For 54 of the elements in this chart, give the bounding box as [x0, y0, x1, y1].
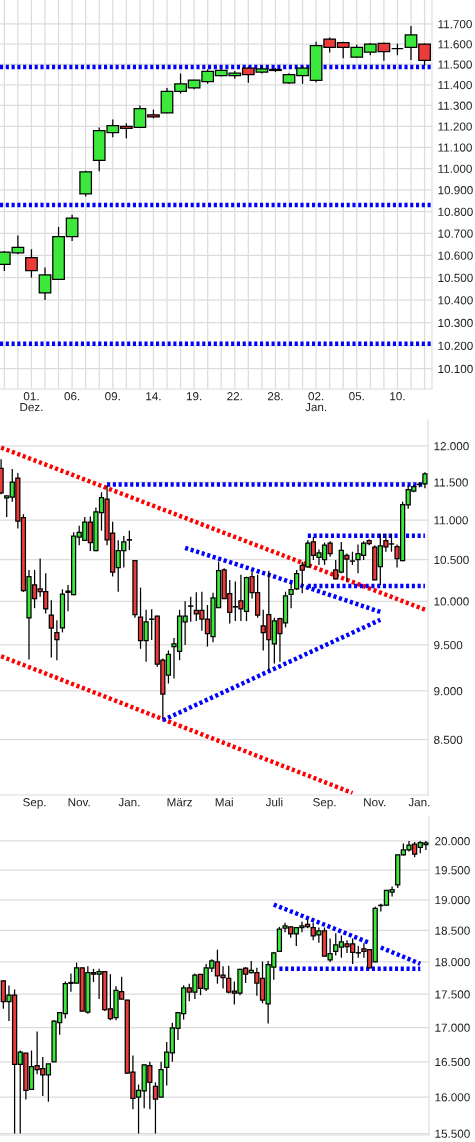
- y-tick-label: 19.000: [435, 895, 470, 905]
- x-tick-label: 02. Jan.: [305, 392, 327, 412]
- y-tick-label: 9.500: [434, 641, 463, 650]
- x-tick-label: Sep.: [313, 798, 336, 809]
- y-tick-label: 10.700: [438, 229, 473, 238]
- y-tick-label: 11.100: [438, 143, 472, 152]
- y-tick-label: 10.100: [438, 364, 473, 374]
- y-tick-label: 20.000: [435, 837, 470, 846]
- y-tick-label: 16.500: [435, 1057, 470, 1067]
- x-tick-label: 05.: [349, 392, 364, 401]
- y-tick-label: 10.300: [438, 318, 473, 328]
- y-tick-label: 16.000: [435, 1093, 470, 1102]
- y-tick-label: 11.700: [438, 20, 472, 29]
- y-tick-label: 10.500: [434, 555, 469, 565]
- y-tick-label: 19.500: [435, 866, 470, 875]
- x-tick-label: März: [167, 798, 192, 807]
- y-tick-label: 10.400: [438, 296, 473, 305]
- x-tick-label: 10.: [390, 392, 405, 401]
- x-tick-label: 01. Dez.: [20, 392, 43, 412]
- y-tick-label: 8.500: [434, 735, 463, 744]
- x-tick-label: 09.: [105, 392, 120, 401]
- y-tick-label: 18.000: [435, 957, 470, 967]
- x-tick-label: 28.: [267, 392, 283, 401]
- y-tick-label: 9.000: [434, 687, 463, 696]
- x-tick-label: 22.: [227, 392, 242, 401]
- x-tick-label: Mai: [215, 797, 233, 807]
- y-tick-label: 11.500: [434, 478, 468, 487]
- y-tick-label: 10.600: [438, 251, 473, 260]
- y-tick-label: 17.000: [435, 1023, 470, 1032]
- y-tick-label: 18.500: [435, 926, 470, 935]
- y-tick-label: 17.500: [435, 990, 470, 999]
- x-tick-label: Jan.: [408, 798, 430, 807]
- y-tick-label: 11.300: [438, 101, 472, 110]
- x-tick-label: 19.: [186, 392, 202, 401]
- x-tick-label: Juli: [265, 797, 283, 807]
- y-tick-label: 15.500: [435, 1129, 470, 1138]
- y-tick-label: 10.900: [438, 186, 473, 195]
- x-tick-label: 06.: [64, 392, 80, 401]
- y-tick-label: 10.000: [434, 597, 469, 606]
- x-tick-label: Nov.: [364, 798, 386, 807]
- y-tick-label: 12.000: [434, 442, 469, 451]
- y-tick-label: 10.200: [438, 341, 473, 350]
- y-tick-label: 10.500: [438, 273, 473, 282]
- y-tick-label: 11.000: [438, 164, 472, 173]
- y-tick-label: 11.000: [434, 516, 468, 525]
- x-tick-label: Nov.: [68, 798, 90, 807]
- x-tick-label: Jan.: [118, 798, 140, 807]
- y-tick-label: 10.800: [438, 207, 473, 216]
- y-tick-label: 11.600: [438, 40, 472, 49]
- x-tick-label: 14.: [146, 392, 161, 401]
- y-tick-label: 11.500: [438, 60, 472, 69]
- x-tick-label: Sep.: [23, 798, 46, 809]
- y-tick-label: 11.400: [438, 80, 472, 90]
- y-tick-label: 11.200: [438, 122, 472, 131]
